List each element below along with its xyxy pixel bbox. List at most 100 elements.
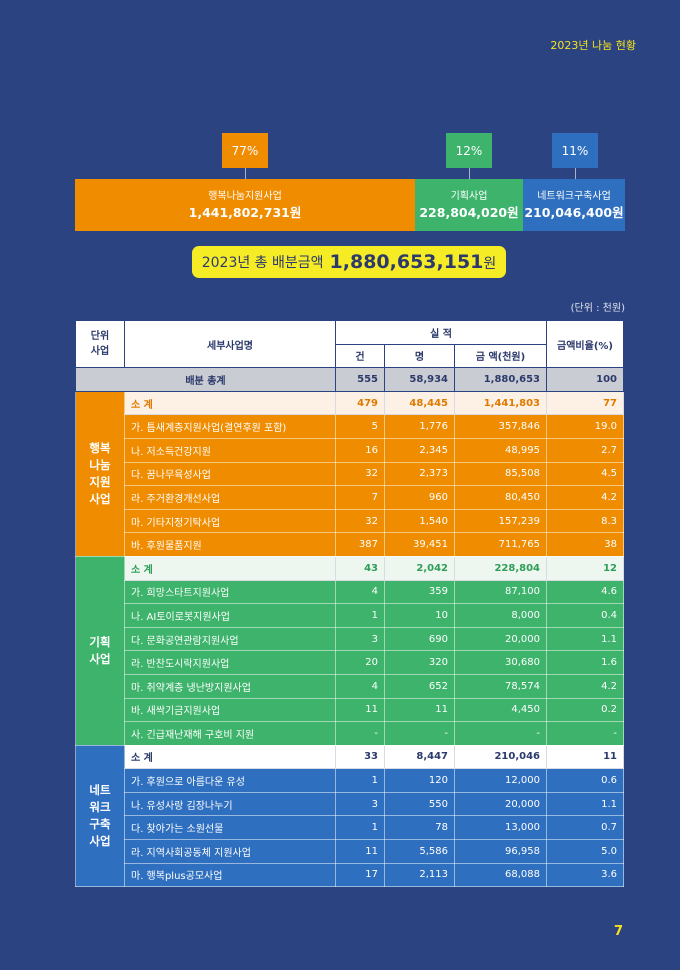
cell-ratio: 8.3 — [546, 508, 625, 534]
segment-amount: 210,046,400원 — [524, 205, 624, 220]
cell-name: 바. 후원물품지원 — [124, 532, 336, 557]
cell-name: 라. 주거환경개선사업 — [124, 485, 336, 510]
percent-label-network: 11% — [552, 133, 598, 179]
cell-cases: 32 — [335, 508, 385, 534]
cell-amount: 13,000 — [453, 815, 548, 841]
total-label: 2023년 총 배분금액 — [201, 255, 324, 271]
cell-name: 마. 기타지정기탁사업 — [124, 508, 336, 534]
header-amount: 금 액(천원) — [453, 343, 548, 369]
total-people: 58,934 — [384, 367, 455, 392]
cell-ratio: 5.0 — [546, 839, 625, 864]
page-header-title: 2023년 나눔 현황 — [550, 39, 636, 52]
page-number: 7 — [614, 924, 624, 939]
subtotal-people: 48,445 — [384, 390, 455, 416]
cell-people: 2,373 — [384, 461, 455, 487]
cell-name: 다. 꿈나무육성사업 — [124, 461, 336, 487]
table-row: 다. 꿈나무육성사업 32 2,373 85,508 4.5 — [75, 461, 625, 487]
cell-cases: 32 — [335, 461, 385, 487]
cell-ratio: 0.6 — [546, 768, 625, 793]
cell-people: 120 — [384, 768, 455, 793]
cell-ratio: 3.6 — [546, 862, 625, 888]
subtotal-label: 소 계 — [124, 555, 336, 581]
cell-amount: 87,100 — [453, 579, 548, 605]
subtotal-row: 기획 사업 소 계 43 2,042 228,804 12 — [75, 555, 625, 746]
total-ratio: 100 — [546, 367, 625, 392]
total-value: 1,880,653,151 — [329, 251, 484, 273]
cell-cases: 387 — [335, 532, 385, 557]
cell-name: 마. 행복plus공모사업 — [124, 862, 336, 888]
segment-happy: 행복나눔지원사업 1,441,802,731원 — [75, 179, 415, 231]
cell-ratio: 19.0 — [546, 414, 625, 439]
cell-people: 11 — [384, 697, 455, 723]
segment-name: 행복나눔지원사업 — [208, 191, 282, 202]
subtotal-label: 소 계 — [124, 390, 336, 416]
subtotal-cases: 43 — [335, 555, 385, 581]
segment-name: 네트워크구축사업 — [537, 191, 611, 202]
cell-people: 550 — [384, 791, 455, 817]
cell-amount: 48,995 — [453, 437, 548, 463]
cell-cases: 3 — [335, 791, 385, 817]
table-row: 바. 새싹기금지원사업 11 11 4,450 0.2 — [75, 697, 625, 723]
table-row: 나. 유성사랑 김장나누기 3 550 20,000 1.1 — [75, 791, 625, 817]
cell-people: 39,451 — [384, 532, 455, 557]
table-row: 사. 긴급재난재해 구호비 지원 - - - - — [75, 721, 625, 746]
cell-amount: 85,508 — [453, 461, 548, 487]
cell-name: 사. 긴급재난재해 구호비 지원 — [124, 721, 336, 746]
cell-people: 359 — [384, 579, 455, 605]
total-row: 배분 총계 555 58,934 1,880,653 100 — [75, 367, 625, 392]
cell-amount: 711,765 — [453, 532, 548, 557]
cell-ratio: 38 — [546, 532, 625, 557]
cell-people: 1,776 — [384, 414, 455, 439]
cell-cases: 7 — [335, 485, 385, 510]
cell-ratio: - — [546, 721, 625, 746]
cell-people: 2,113 — [384, 862, 455, 888]
cell-amount: 20,000 — [453, 791, 548, 817]
cell-people: 10 — [384, 603, 455, 628]
cell-cases: 5 — [335, 414, 385, 439]
cell-amount: 96,958 — [453, 839, 548, 864]
subtotal-label: 소 계 — [124, 744, 336, 770]
header-people: 명 — [384, 343, 455, 369]
cell-amount: 20,000 — [453, 626, 548, 652]
distribution-bar: 행복나눔지원사업 1,441,802,731원 기획사업 228,804,020… — [75, 179, 625, 231]
subtotal-amount: 228,804 — [453, 555, 548, 581]
header-cases: 건 — [335, 343, 385, 369]
percent-label-planning: 12% — [446, 133, 492, 179]
cell-ratio: 1.6 — [546, 650, 625, 675]
distribution-table: 단위 사업 세부사업명 실 적 금액비율(%) 건 명 금 액(천원) 배분 총… — [75, 319, 625, 888]
cell-people: 2,345 — [384, 437, 455, 463]
cell-cases: 1 — [335, 768, 385, 793]
cell-cases: 16 — [335, 437, 385, 463]
table-row: 라. 지역사회공동체 지원사업 11 5,586 96,958 5.0 — [75, 839, 625, 864]
subtotal-ratio: 12 — [546, 555, 625, 581]
cell-name: 가. 틈새계층지원사업(결연후원 포함) — [124, 414, 336, 439]
table-row: 라. 반찬도시락지원사업 20 320 30,680 1.6 — [75, 650, 625, 675]
total-amount: 1,880,653 — [453, 367, 548, 392]
total-row-label: 배분 총계 — [75, 367, 336, 392]
cell-name: 다. 찾아가는 소원선물 — [124, 815, 336, 841]
table-row: 가. 희망스타트지원사업 4 359 87,100 4.6 — [75, 579, 625, 605]
cell-cases: 11 — [335, 697, 385, 723]
cell-people: 320 — [384, 650, 455, 675]
cell-people: - — [384, 721, 455, 746]
subtotal-cases: 479 — [335, 390, 385, 416]
subtotal-row: 행복 나눔 지원 사업 소 계 479 48,445 1,441,803 77 — [75, 390, 625, 557]
cell-cases: 20 — [335, 650, 385, 675]
cell-ratio: 0.7 — [546, 815, 625, 841]
cell-ratio: 4.6 — [546, 579, 625, 605]
cell-ratio: 2.7 — [546, 437, 625, 463]
cell-name: 라. 지역사회공동체 지원사업 — [124, 839, 336, 864]
cell-name: 라. 반찬도시락지원사업 — [124, 650, 336, 675]
percent-label-happy: 77% — [222, 133, 268, 179]
table-row: 라. 주거환경개선사업 7 960 80,450 4.2 — [75, 485, 625, 510]
total-amount-banner: 2023년 총 배분금액 1,880,653,151원 — [192, 246, 506, 278]
cell-cases: 17 — [335, 862, 385, 888]
cell-amount: 68,088 — [453, 862, 548, 888]
cell-people: 78 — [384, 815, 455, 841]
cell-cases: 4 — [335, 579, 385, 605]
cell-cases: 1 — [335, 603, 385, 628]
header-detail: 세부사업명 — [124, 319, 336, 369]
cell-name: 다. 문화공연관람지원사업 — [124, 626, 336, 652]
segment-amount: 1,441,802,731원 — [188, 205, 302, 220]
subtotal-ratio: 11 — [546, 744, 625, 770]
